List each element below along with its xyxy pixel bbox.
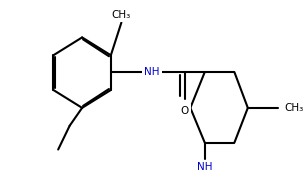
Text: NH: NH <box>144 67 160 77</box>
Text: NH: NH <box>197 162 212 172</box>
Text: CH₃: CH₃ <box>284 103 304 113</box>
Text: O: O <box>181 106 189 116</box>
Text: CH₃: CH₃ <box>112 10 131 20</box>
